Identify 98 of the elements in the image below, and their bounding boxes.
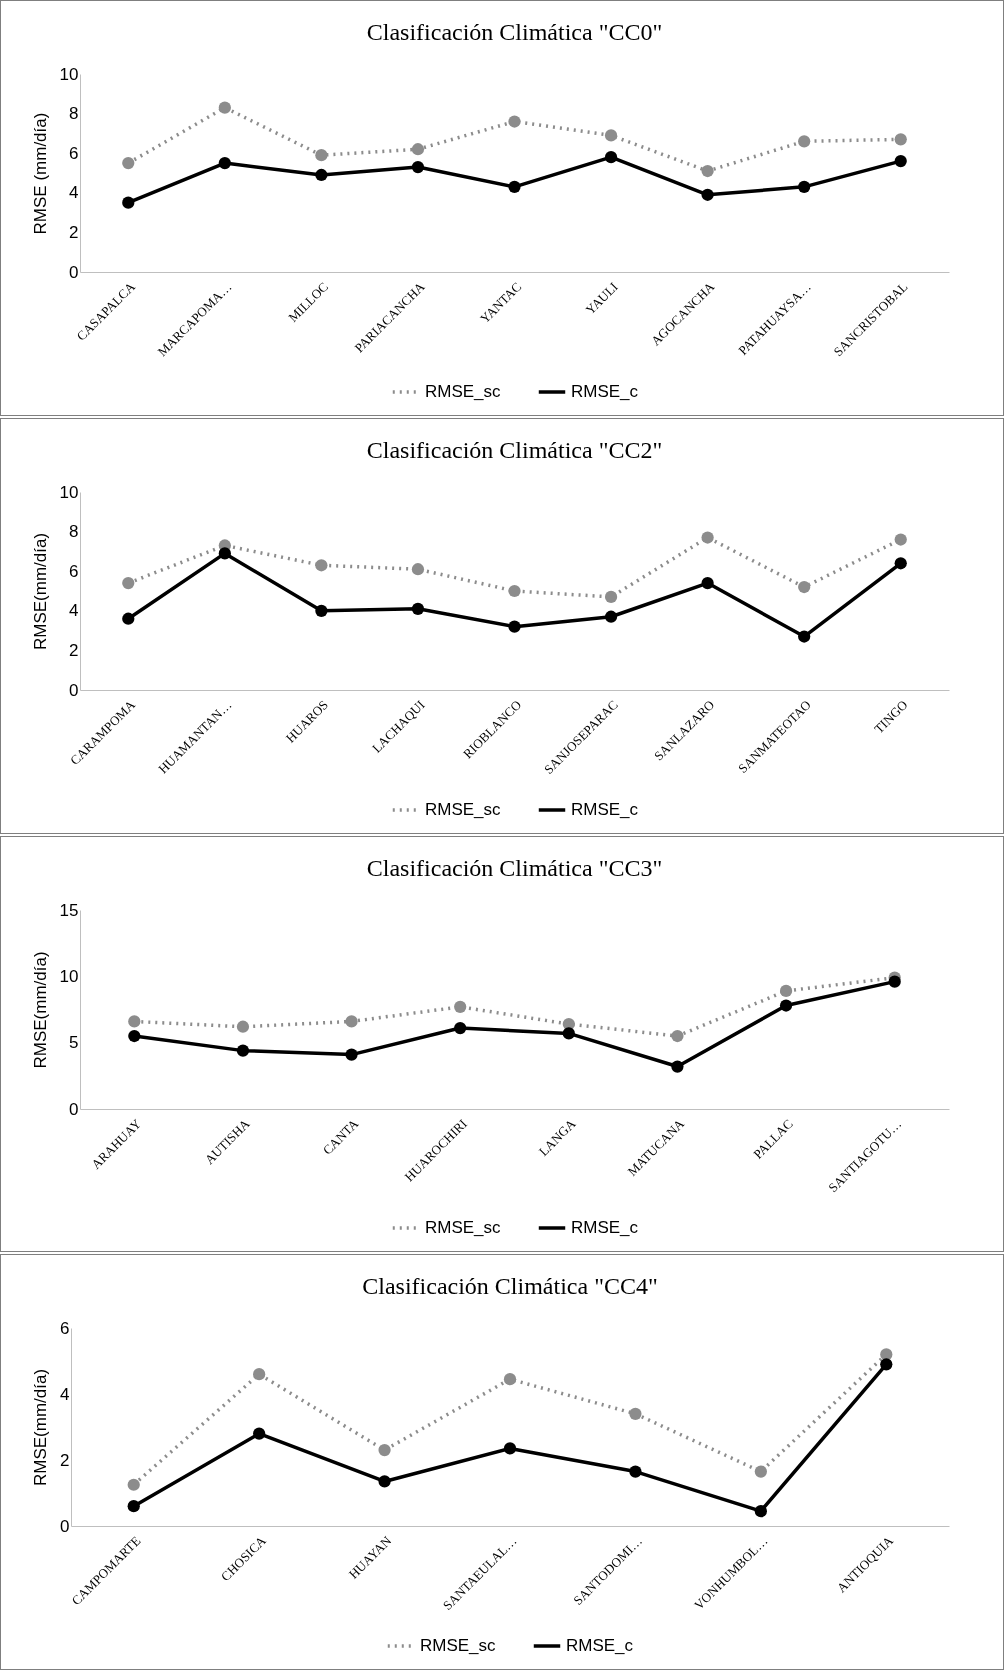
point: [798, 580, 811, 594]
y-tick-label: 0: [69, 262, 79, 282]
point: [128, 1015, 141, 1028]
y-tick-label: 4: [69, 601, 79, 621]
y-tick-label: 2: [60, 1450, 70, 1470]
point: [122, 196, 135, 209]
point: [508, 115, 521, 128]
point: [122, 156, 135, 170]
point: [798, 630, 811, 643]
y-tick-label: 10: [59, 966, 79, 986]
point: [378, 1443, 391, 1457]
legend-label: RMSE_sc: [420, 1636, 497, 1655]
point: [315, 604, 328, 617]
y-axis-title: RMSE(mm/día): [31, 1368, 51, 1487]
point: [411, 160, 425, 174]
point: [894, 533, 907, 546]
point: [411, 143, 425, 156]
point: [701, 164, 714, 178]
y-tick-label: 2: [69, 222, 79, 242]
point: [122, 576, 135, 590]
point: [754, 1505, 767, 1518]
point: [315, 559, 328, 572]
point: [503, 1442, 517, 1455]
y-tick-label: 6: [69, 143, 79, 163]
point: [701, 531, 714, 544]
point: [604, 129, 618, 142]
legend-label: RMSE_sc: [425, 1218, 502, 1237]
point: [562, 1027, 575, 1040]
point: [894, 133, 907, 146]
legend-label: RMSE_c: [566, 1636, 634, 1655]
point: [508, 584, 521, 598]
point: [701, 576, 714, 590]
point: [503, 1373, 517, 1386]
point: [604, 151, 618, 164]
point: [779, 984, 793, 998]
y-tick-label: 2: [69, 640, 79, 660]
point: [218, 101, 231, 114]
point: [894, 155, 907, 168]
point: [315, 168, 328, 182]
point: [798, 135, 811, 148]
point: [604, 610, 618, 623]
point: [127, 1500, 140, 1513]
legend-label: RMSE_sc: [425, 800, 502, 819]
point: [754, 1465, 767, 1478]
point: [128, 1029, 141, 1043]
y-tick-label: 5: [69, 1033, 79, 1053]
point: [122, 612, 135, 625]
point: [378, 1475, 391, 1488]
point: [629, 1407, 642, 1420]
y-tick-label: 0: [60, 1516, 70, 1536]
point: [798, 180, 811, 193]
y-tick-label: 6: [60, 1318, 70, 1338]
point: [888, 975, 901, 988]
y-tick-label: 8: [69, 104, 79, 124]
point: [508, 620, 521, 633]
point: [454, 1021, 467, 1035]
y-tick-label: 6: [69, 561, 79, 581]
y-tick-label: 0: [69, 680, 79, 700]
y-axis-title: RMSE (mm/día): [30, 112, 50, 235]
point: [604, 590, 618, 604]
chart-title: Clasificación Climática "CC3": [366, 855, 663, 881]
legend-label: RMSE_c: [571, 382, 639, 401]
point: [253, 1368, 266, 1381]
point: [236, 1020, 250, 1033]
point: [894, 557, 907, 570]
point: [671, 1060, 684, 1073]
y-tick-label: 4: [69, 183, 79, 203]
y-tick-label: 15: [59, 900, 79, 920]
y-tick-label: 8: [69, 522, 79, 542]
y-tick-label: 0: [69, 1099, 79, 1119]
point: [411, 602, 425, 615]
point: [411, 563, 425, 576]
point: [345, 1048, 358, 1061]
y-tick-label: 10: [59, 64, 79, 84]
point: [127, 1478, 140, 1491]
point: [701, 188, 714, 201]
legend-label: RMSE_c: [571, 1218, 639, 1237]
point: [218, 547, 231, 560]
point: [671, 1029, 684, 1043]
point: [629, 1465, 642, 1478]
point: [508, 180, 521, 193]
point: [454, 1000, 467, 1013]
point: [253, 1427, 266, 1440]
legend-label: RMSE_sc: [425, 382, 502, 401]
legend-label: RMSE_c: [571, 800, 639, 819]
y-axis-title: RMSE(mm/día): [30, 532, 50, 651]
point: [218, 156, 231, 170]
point: [779, 999, 793, 1012]
y-tick-label: 4: [60, 1384, 70, 1404]
chart-title: Clasificación Climática "CC4": [362, 1273, 658, 1299]
chart-title: Clasificación Climática "CC2": [366, 437, 663, 463]
y-tick-label: 10: [59, 482, 79, 502]
y-axis-title: RMSE(mm/día): [30, 951, 50, 1069]
point: [880, 1358, 893, 1371]
point: [236, 1044, 250, 1057]
point: [315, 149, 328, 162]
chart-title: Clasificación Climática "CC0": [366, 19, 663, 45]
point: [345, 1015, 358, 1028]
